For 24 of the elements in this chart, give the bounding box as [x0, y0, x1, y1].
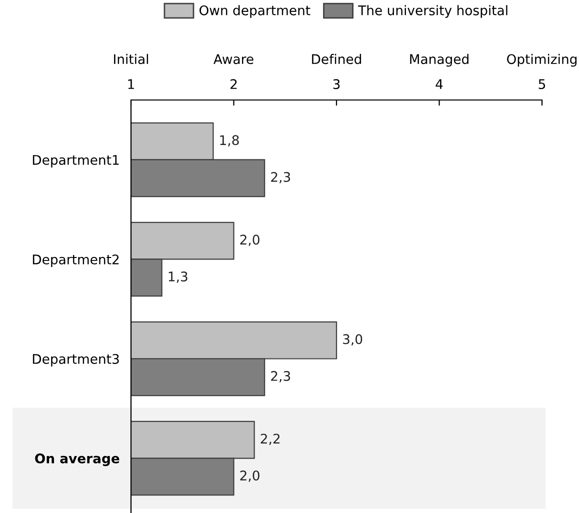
- x-tick-label: 3: [333, 79, 340, 90]
- data-label: 2,3: [271, 371, 290, 382]
- y-tick-label: Department3: [32, 354, 119, 367]
- y-tick-label: Department2: [32, 254, 119, 267]
- data-label: 3,0: [343, 334, 362, 346]
- data-label: 1,3: [168, 271, 188, 283]
- legend-label: The university hospital: [358, 5, 508, 18]
- y-tick-label: On average: [35, 453, 120, 466]
- data-label: 2,2: [260, 434, 280, 446]
- x-tick-label: 1: [128, 79, 134, 89]
- text: Optimizing: [507, 54, 577, 67]
- text: Defined: [312, 54, 362, 64]
- data-label: 2,0: [240, 470, 260, 482]
- legend-label: Own department: [200, 5, 310, 18]
- x-tick-label: 2: [230, 79, 237, 89]
- text: Aware: [214, 54, 254, 64]
- data-label: 2,3: [271, 172, 290, 184]
- x-tick-label: 5: [538, 79, 546, 90]
- data-label: 1,8: [220, 135, 239, 146]
- text: Managed: [410, 54, 468, 67]
- text: Initial: [114, 54, 148, 64]
- x-tick-label: 4: [436, 79, 443, 89]
- y-tick-label: Department1: [32, 155, 119, 168]
- data-label: 2,0: [240, 234, 260, 246]
